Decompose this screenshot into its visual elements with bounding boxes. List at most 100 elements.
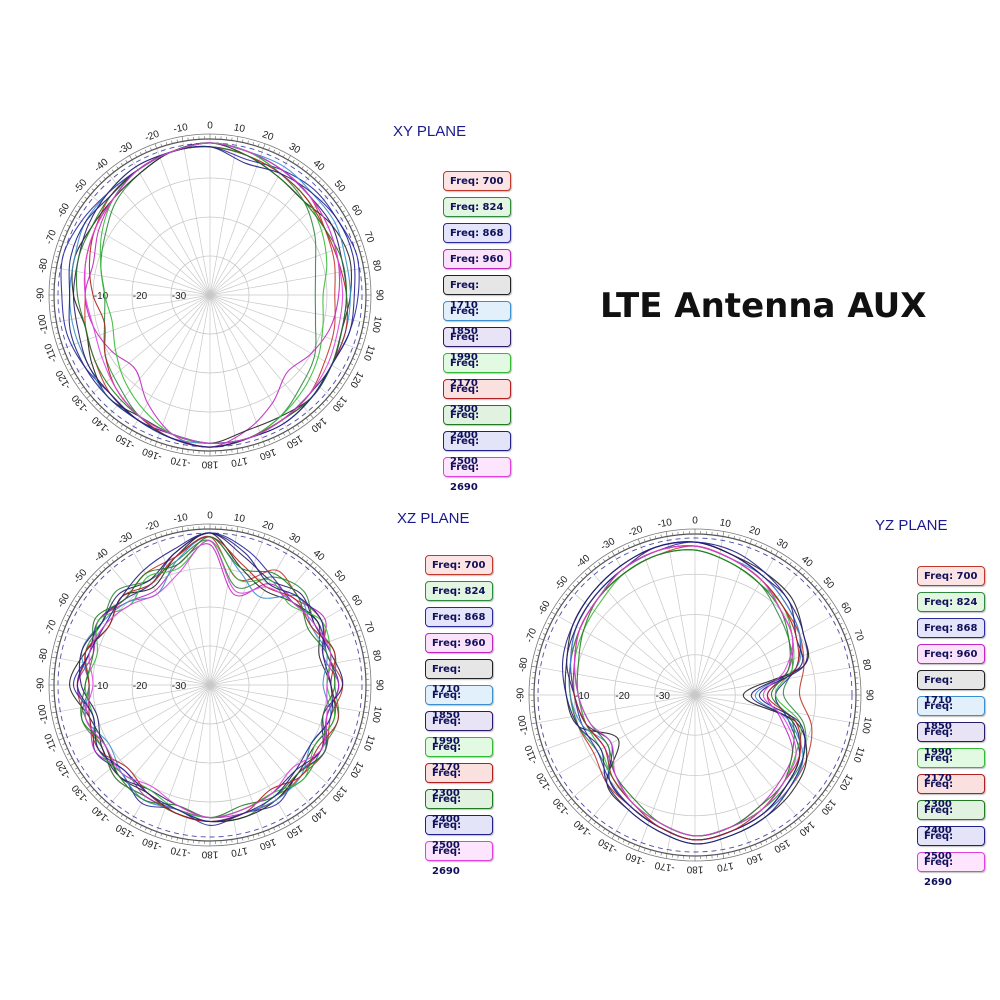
- angle-tick-mark: [603, 828, 606, 832]
- angle-tick-mark: [81, 386, 84, 389]
- angle-tick-mark: [181, 526, 184, 532]
- angle-tick-mark: [359, 250, 363, 253]
- angle-tick-label: 130: [329, 394, 348, 414]
- angle-tick-mark: [572, 802, 576, 805]
- angle-tick-mark: [154, 441, 157, 447]
- angle-tick-mark: [296, 424, 300, 427]
- angle-tick-mark: [665, 531, 668, 537]
- legend-item-700: Freq: 700: [425, 555, 493, 575]
- angle-tick-mark: [292, 817, 295, 820]
- grid-spoke: [209, 141, 238, 296]
- angle-tick-mark: [534, 660, 538, 662]
- angle-tick-mark: [562, 789, 565, 792]
- grid-spoke: [666, 536, 696, 696]
- angle-tick-mark: [314, 176, 317, 180]
- grid-spoke: [694, 694, 835, 776]
- angle-tick-mark: [57, 727, 61, 730]
- angle-tick-label: 90: [863, 689, 874, 701]
- angle-tick-mark: [362, 651, 366, 653]
- legend-item-2170: Freq: 2170: [425, 737, 493, 773]
- angle-tick-label: -160: [141, 835, 164, 852]
- angle-tick-mark: [848, 644, 852, 646]
- angle-tick-mark: [849, 649, 853, 651]
- angle-tick-mark: [55, 332, 59, 334]
- grid-spoke: [131, 684, 211, 821]
- angle-tick-mark: [301, 166, 304, 169]
- angle-tick-mark: [106, 561, 110, 566]
- radial-tick-label: -20: [615, 691, 630, 702]
- angle-tick-mark: [846, 749, 852, 753]
- legend-item-824: Freq: 824: [425, 581, 493, 601]
- angle-tick-mark: [660, 534, 662, 538]
- angle-tick-mark: [55, 646, 59, 648]
- angle-tick-mark: [342, 377, 345, 380]
- angle-tick-mark: [54, 651, 58, 653]
- radial-tick-label: -10: [94, 291, 109, 302]
- angle-tick-mark: [54, 261, 58, 263]
- angle-tick-mark: [236, 526, 239, 532]
- angle-tick-mark: [120, 553, 124, 556]
- angle-tick-mark: [354, 235, 358, 237]
- reference-circle: [537, 537, 853, 853]
- angle-tick-mark: [273, 539, 275, 543]
- angle-tick-mark: [160, 533, 163, 537]
- angle-tick-mark: [607, 555, 610, 559]
- angle-tick-mark: [81, 201, 84, 204]
- angle-tick-mark: [247, 530, 249, 534]
- angle-tick-mark: [755, 844, 757, 848]
- angle-tick-mark: [749, 846, 753, 852]
- angle-tick-mark: [103, 566, 106, 570]
- angle-tick-mark: [352, 748, 356, 750]
- angle-tick-mark: [57, 250, 61, 253]
- angle-tick-mark: [322, 574, 325, 577]
- angle-tick-mark: [58, 348, 64, 351]
- angle-tick-mark: [236, 838, 239, 844]
- angle-tick-mark: [140, 435, 142, 439]
- angle-tick-mark: [91, 578, 95, 581]
- angle-tick-mark: [798, 567, 802, 572]
- angle-tick-mark: [51, 656, 57, 659]
- angle-tick-mark: [99, 407, 102, 410]
- angle-tick-mark: [585, 814, 588, 818]
- grid-spoke: [639, 543, 696, 696]
- angle-tick-mark: [145, 149, 147, 153]
- angle-tick-mark: [352, 230, 356, 232]
- angle-tick-mark: [257, 533, 260, 537]
- angle-tick-mark: [617, 837, 620, 840]
- angle-tick-mark: [78, 381, 81, 385]
- angle-tick-mark: [535, 655, 539, 657]
- angle-tick-mark: [538, 637, 544, 641]
- angle-tick-mark: [821, 593, 825, 597]
- angle-tick-mark: [760, 841, 762, 845]
- grid-spoke: [90, 194, 211, 296]
- grid-spoke: [209, 159, 289, 296]
- grid-spoke: [182, 141, 211, 296]
- angle-tick-mark: [793, 821, 797, 825]
- angle-tick-mark: [628, 545, 630, 549]
- grid-spoke: [209, 294, 238, 449]
- angle-tick-mark: [70, 214, 76, 218]
- angle-tick-label: 0: [692, 516, 698, 527]
- grid-spoke: [209, 684, 357, 739]
- grid-spoke: [209, 294, 346, 374]
- angle-tick-mark: [534, 728, 538, 730]
- angle-tick-mark: [318, 407, 321, 410]
- grid-spoke: [694, 694, 819, 799]
- angle-tick-mark: [356, 629, 362, 632]
- angle-tick-mark: [91, 399, 95, 402]
- angle-tick-mark: [837, 617, 840, 620]
- angle-tick-mark: [242, 447, 244, 451]
- angle-tick-mark: [828, 784, 832, 787]
- angle-tick-mark: [542, 633, 546, 635]
- angle-tick-mark: [588, 567, 592, 572]
- angle-tick-mark: [86, 191, 91, 195]
- angle-tick-mark: [347, 220, 351, 223]
- angle-tick-label: -130: [70, 392, 92, 415]
- angle-tick-mark: [363, 711, 369, 714]
- angle-tick-mark: [810, 580, 814, 584]
- angle-tick-mark: [793, 565, 797, 569]
- angle-tick-mark: [165, 834, 168, 838]
- angle-tick-mark: [150, 829, 152, 833]
- angle-tick-mark: [165, 142, 168, 146]
- angle-tick-mark: [537, 649, 541, 651]
